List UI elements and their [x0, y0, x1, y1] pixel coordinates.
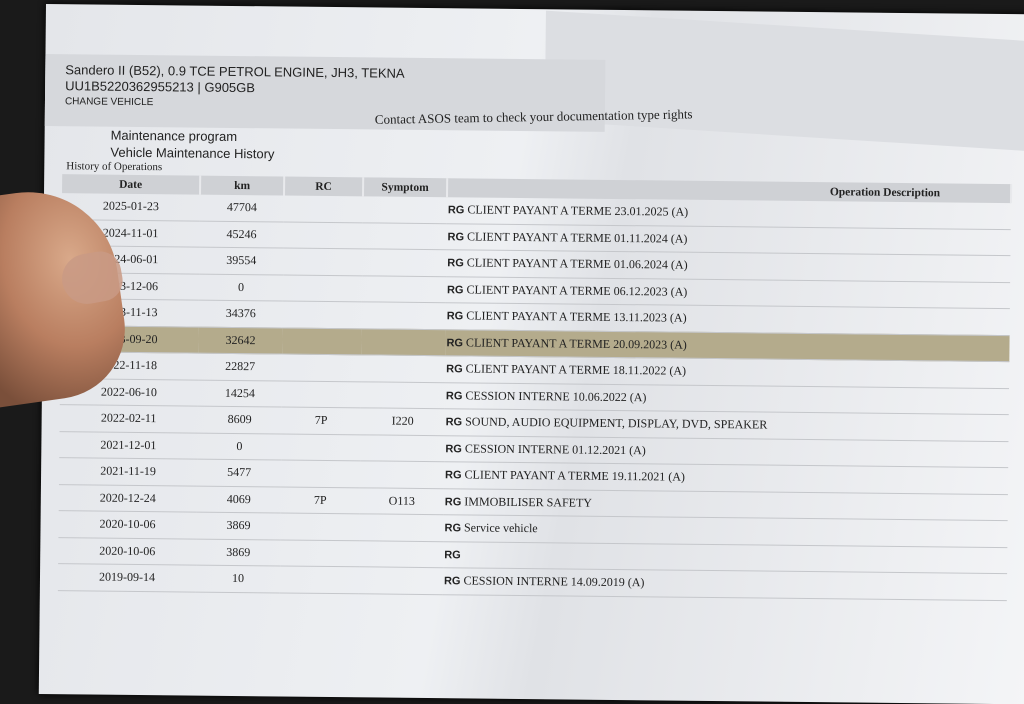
- cell-date: 2021-12-01: [59, 431, 197, 459]
- cell-rc: [283, 301, 362, 328]
- cell-date: 2020-12-24: [59, 484, 197, 512]
- cell-km: 34376: [199, 300, 283, 327]
- cell-rc: 7P: [282, 407, 361, 434]
- rg-badge: RG: [446, 390, 463, 402]
- rg-badge: RG: [444, 522, 461, 534]
- col-symptom: Symptom: [363, 177, 447, 197]
- operation-text: SOUND, AUDIO EQUIPMENT, DISPLAY, DVD, SP…: [465, 415, 767, 432]
- rg-badge: RG: [448, 231, 465, 243]
- cell-symptom: [359, 540, 443, 567]
- cell-rc: [282, 380, 361, 407]
- cell-symptom: [360, 434, 444, 461]
- operation-text: CLIENT PAYANT A TERME 20.09.2023 (A): [466, 335, 687, 351]
- printed-document: Sandero II (B52), 0.9 TCE PETROL ENGINE,…: [39, 4, 1024, 704]
- cell-symptom: [359, 514, 443, 541]
- cell-symptom: I220: [361, 408, 445, 435]
- rg-badge: RG: [445, 443, 462, 455]
- cell-rc: [283, 222, 362, 249]
- cell-symptom: [362, 302, 446, 329]
- operation-text: Service vehicle: [464, 521, 538, 536]
- program-subtitle: Vehicle Maintenance History: [110, 144, 274, 163]
- cell-km: 10: [196, 565, 280, 592]
- operation-text: CLIENT PAYANT A TERME 19.11.2021 (A): [465, 468, 685, 484]
- cell-rc: [282, 327, 361, 354]
- rg-badge: RG: [447, 284, 464, 296]
- operation-text: CESSION INTERNE 14.09.2019 (A): [463, 574, 644, 590]
- cell-rc: 7P: [281, 486, 360, 513]
- cell-date: 2020-10-06: [58, 537, 196, 565]
- rg-badge: RG: [445, 496, 462, 508]
- cell-symptom: [361, 355, 445, 382]
- cell-symptom: [362, 275, 446, 302]
- cell-km: 0: [197, 433, 281, 460]
- cell-date: 2019-09-14: [58, 564, 196, 592]
- cell-km: 3869: [196, 539, 280, 566]
- cell-rc: [281, 460, 360, 487]
- cell-km: 14254: [198, 380, 282, 407]
- cell-rc: [284, 196, 363, 223]
- cell-date: 2022-02-11: [60, 405, 198, 433]
- cell-km: 4069: [197, 486, 281, 513]
- rg-badge: RG: [444, 575, 461, 587]
- cell-km: 39554: [199, 247, 283, 274]
- cell-km: 0: [199, 274, 283, 301]
- cell-symptom: O113: [360, 487, 444, 514]
- rg-badge: RG: [445, 469, 462, 481]
- cell-km: 45246: [199, 221, 283, 248]
- cell-rc: [283, 274, 362, 301]
- cell-symptom: [361, 328, 445, 355]
- cell-km: 47704: [200, 195, 284, 222]
- rg-badge: RG: [444, 549, 461, 561]
- vehicle-info: Sandero II (B52), 0.9 TCE PETROL ENGINE,…: [65, 62, 405, 114]
- operation-text: IMMOBILISER SAFETY: [464, 494, 592, 509]
- cell-km: 5477: [197, 459, 281, 486]
- rg-badge: RG: [446, 416, 463, 428]
- cell-km: 22827: [198, 353, 282, 380]
- rg-badge: RG: [446, 363, 463, 375]
- cell-rc: [280, 566, 359, 593]
- cell-symptom: [362, 249, 446, 276]
- program-title: Maintenance program: [111, 127, 275, 146]
- cell-km: 8609: [198, 406, 282, 433]
- rg-badge: RG: [448, 204, 465, 216]
- cell-km: 32642: [198, 327, 282, 354]
- operation-text: CLIENT PAYANT A TERME 23.01.2025 (A): [467, 203, 688, 219]
- cell-date: 2021-11-19: [59, 458, 197, 486]
- rg-badge: RG: [446, 337, 463, 349]
- cell-rc: [281, 433, 360, 460]
- col-date: Date: [62, 174, 200, 194]
- cell-symptom: [361, 381, 445, 408]
- cell-km: 3869: [196, 512, 280, 539]
- operation-text: CLIENT PAYANT A TERME 13.11.2023 (A): [466, 309, 686, 325]
- cell-symptom: [363, 196, 447, 223]
- col-rc: RC: [284, 177, 363, 197]
- operation-text: CESSION INTERNE 10.06.2022 (A): [465, 388, 646, 404]
- cell-date: 2020-10-06: [58, 511, 196, 539]
- program-heading: Maintenance program Vehicle Maintenance …: [110, 127, 274, 163]
- shadow-band: [545, 11, 1024, 151]
- cell-symptom: [360, 461, 444, 488]
- operation-text: CLIENT PAYANT A TERME 01.11.2024 (A): [467, 229, 687, 245]
- operation-text: CLIENT PAYANT A TERME 18.11.2022 (A): [466, 362, 686, 378]
- cell-symptom: [362, 222, 446, 249]
- col-km: km: [200, 176, 284, 196]
- cell-symptom: [359, 567, 443, 594]
- operations-table: Date km RC Symptom Operation Description…: [58, 174, 1012, 600]
- history-label: History of Operations: [66, 160, 162, 173]
- rg-badge: RG: [447, 257, 464, 269]
- cell-rc: [280, 513, 359, 540]
- rg-badge: RG: [447, 310, 464, 322]
- cell-rc: [280, 539, 359, 566]
- cell-rc: [283, 248, 362, 275]
- operation-text: CLIENT PAYANT A TERME 06.12.2023 (A): [466, 282, 687, 298]
- operation-text: CLIENT PAYANT A TERME 01.06.2024 (A): [467, 256, 688, 272]
- cell-rc: [282, 354, 361, 381]
- operation-text: CESSION INTERNE 01.12.2021 (A): [465, 441, 646, 457]
